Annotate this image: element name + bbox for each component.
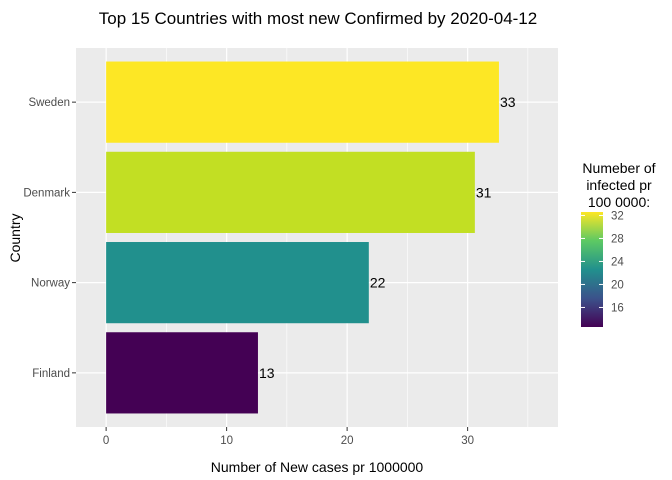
- data-label-norway: 22: [370, 275, 386, 291]
- y-tick-label-denmark: Denmark: [23, 187, 70, 199]
- data-labels: 33 31 22 13: [259, 94, 516, 381]
- bar-norway: [106, 242, 369, 324]
- x-tick-label: 30: [461, 435, 474, 447]
- y-tick-label-finland: Finland: [32, 368, 70, 380]
- legend-colorbar: [581, 212, 603, 327]
- bar-sweden: [106, 61, 499, 143]
- y-tick-label-sweden: Sweden: [28, 97, 70, 109]
- x-tick-label: 10: [220, 435, 233, 447]
- legend-tick-label: 16: [611, 302, 624, 314]
- bar-finland: [106, 332, 258, 414]
- y-axis: Sweden Denmark Norway Finland: [23, 97, 76, 380]
- x-axis-title: Number of New cases pr 1000000: [211, 459, 424, 475]
- legend-ticks: 16 20 24 28 32: [581, 210, 624, 314]
- x-tick-label: 20: [341, 435, 354, 447]
- data-label-sweden: 33: [500, 94, 516, 110]
- legend-title-line-3: 100 0000:: [588, 194, 650, 210]
- x-tick-label: 0: [103, 435, 109, 447]
- bar-denmark: [106, 151, 475, 233]
- legend-tick-label: 20: [611, 279, 624, 291]
- data-label-finland: 13: [259, 365, 275, 381]
- legend-tick-label: 32: [611, 210, 624, 222]
- y-tick-label-norway: Norway: [31, 278, 70, 290]
- bars: [106, 61, 499, 414]
- legend-tick-label: 28: [611, 233, 624, 245]
- legend-title-line-1: Numeber of: [582, 160, 655, 176]
- color-legend: Numeber of infected pr 100 0000: 16 20 24 2…: [581, 160, 656, 327]
- y-axis-title: Country: [7, 213, 23, 262]
- x-axis: 0 10 20 30: [103, 427, 474, 447]
- data-label-denmark: 31: [476, 184, 492, 200]
- legend-tick-label: 24: [611, 256, 624, 268]
- chart-title: Top 15 Countries with most new Confirmed…: [99, 9, 537, 28]
- legend-title-line-2: infected pr: [586, 177, 652, 193]
